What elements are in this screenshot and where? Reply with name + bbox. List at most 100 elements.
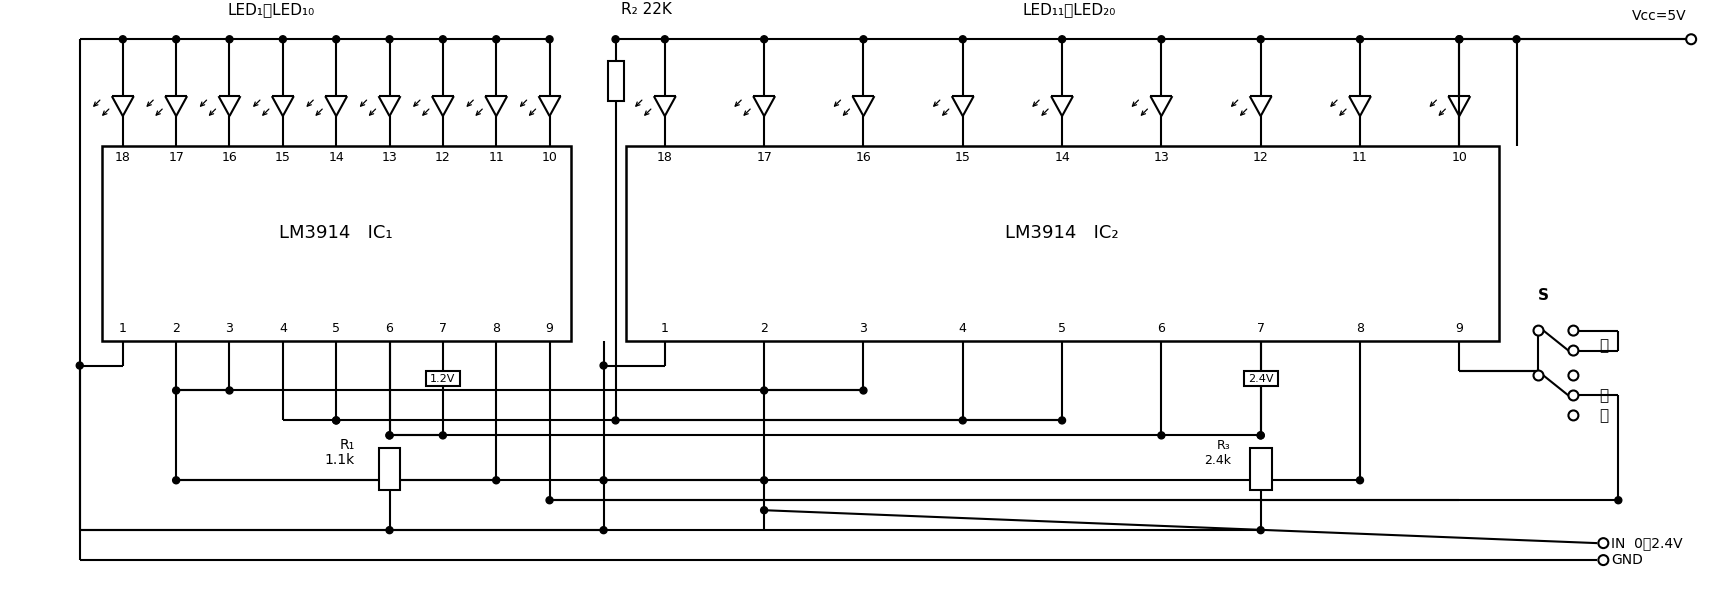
Circle shape [760, 507, 767, 514]
Bar [378, 449, 401, 490]
Circle shape [1059, 36, 1066, 43]
Circle shape [600, 477, 607, 484]
Circle shape [1598, 538, 1609, 548]
Text: LM3914   IC₂: LM3914 IC₂ [1006, 224, 1118, 242]
Circle shape [1569, 370, 1578, 380]
Text: 15: 15 [956, 151, 971, 165]
Text: Vcc=5V: Vcc=5V [1631, 9, 1687, 24]
Bar [1244, 370, 1277, 387]
Circle shape [385, 432, 392, 439]
Circle shape [1569, 391, 1578, 400]
Text: GND: GND [1610, 553, 1643, 567]
Text: 2: 2 [173, 322, 180, 335]
Circle shape [612, 36, 619, 43]
Text: 8: 8 [1356, 322, 1363, 335]
Circle shape [1158, 432, 1165, 439]
Text: 3: 3 [226, 322, 233, 335]
Text: 9: 9 [546, 322, 553, 335]
Text: 点: 点 [1598, 408, 1609, 423]
Text: 3: 3 [859, 322, 867, 335]
Text: 6: 6 [385, 322, 394, 335]
Circle shape [760, 477, 767, 484]
Circle shape [226, 387, 233, 394]
Text: 9: 9 [1455, 322, 1464, 335]
Circle shape [1569, 346, 1578, 356]
Circle shape [1059, 417, 1066, 424]
Circle shape [1356, 477, 1363, 484]
Circle shape [546, 36, 553, 43]
Circle shape [1687, 34, 1697, 44]
Text: 18: 18 [114, 151, 131, 165]
Circle shape [612, 417, 619, 424]
Circle shape [385, 526, 392, 534]
Text: 线: 线 [1598, 338, 1609, 353]
Text: 5: 5 [1058, 322, 1066, 335]
Text: 12: 12 [435, 151, 451, 165]
Text: 5: 5 [332, 322, 340, 335]
Circle shape [1258, 432, 1265, 439]
Circle shape [861, 387, 867, 394]
Circle shape [1533, 370, 1543, 380]
Text: 11: 11 [489, 151, 505, 165]
Text: 13: 13 [1154, 151, 1170, 165]
Bar [626, 146, 1498, 341]
Text: 15: 15 [275, 151, 290, 165]
Circle shape [546, 497, 553, 504]
Circle shape [600, 362, 607, 369]
Text: 10: 10 [541, 151, 558, 165]
Text: LED₁₁～LED₂₀: LED₁₁～LED₂₀ [1023, 2, 1116, 17]
Text: 点: 点 [1598, 388, 1609, 403]
Text: 10: 10 [1452, 151, 1467, 165]
Circle shape [600, 526, 607, 534]
Text: 6: 6 [1158, 322, 1165, 335]
Text: 2.4V: 2.4V [1248, 373, 1274, 384]
Circle shape [1258, 36, 1265, 43]
Circle shape [1258, 432, 1265, 439]
Circle shape [1569, 411, 1578, 420]
Text: 4: 4 [959, 322, 966, 335]
Text: LED₁～LED₁₀: LED₁～LED₁₀ [228, 2, 314, 17]
Text: 17: 17 [757, 151, 772, 165]
Bar [608, 62, 624, 101]
Circle shape [861, 36, 867, 43]
Circle shape [119, 36, 126, 43]
Text: 4: 4 [278, 322, 287, 335]
Circle shape [1258, 526, 1265, 534]
Circle shape [385, 432, 392, 439]
Circle shape [226, 36, 233, 43]
Circle shape [334, 36, 340, 43]
Circle shape [1688, 36, 1695, 43]
Circle shape [1533, 326, 1543, 336]
Circle shape [1569, 326, 1578, 336]
Text: 13: 13 [382, 151, 397, 165]
Circle shape [173, 36, 180, 43]
Text: S: S [1538, 288, 1548, 303]
Circle shape [959, 417, 966, 424]
Circle shape [1616, 497, 1623, 504]
Text: R₃: R₃ [1217, 439, 1230, 452]
Text: 11: 11 [1351, 151, 1369, 165]
Circle shape [760, 387, 767, 394]
Text: R₂ 22K: R₂ 22K [620, 2, 672, 17]
Bar [1249, 449, 1272, 490]
Text: 12: 12 [1253, 151, 1268, 165]
Text: 14: 14 [1054, 151, 1070, 165]
Circle shape [334, 417, 340, 424]
Circle shape [492, 477, 499, 484]
Text: 1: 1 [119, 322, 126, 335]
Circle shape [760, 36, 767, 43]
Text: 18: 18 [657, 151, 672, 165]
Text: 1: 1 [660, 322, 669, 335]
Text: 16: 16 [855, 151, 871, 165]
Circle shape [662, 36, 669, 43]
Circle shape [173, 477, 180, 484]
Circle shape [1455, 36, 1464, 43]
Circle shape [334, 417, 340, 424]
Text: IN  0～2.4V: IN 0～2.4V [1610, 536, 1683, 550]
Circle shape [280, 36, 287, 43]
Circle shape [1455, 36, 1464, 43]
Text: 7: 7 [1256, 322, 1265, 335]
Circle shape [1356, 36, 1363, 43]
Circle shape [492, 36, 499, 43]
Circle shape [385, 36, 392, 43]
